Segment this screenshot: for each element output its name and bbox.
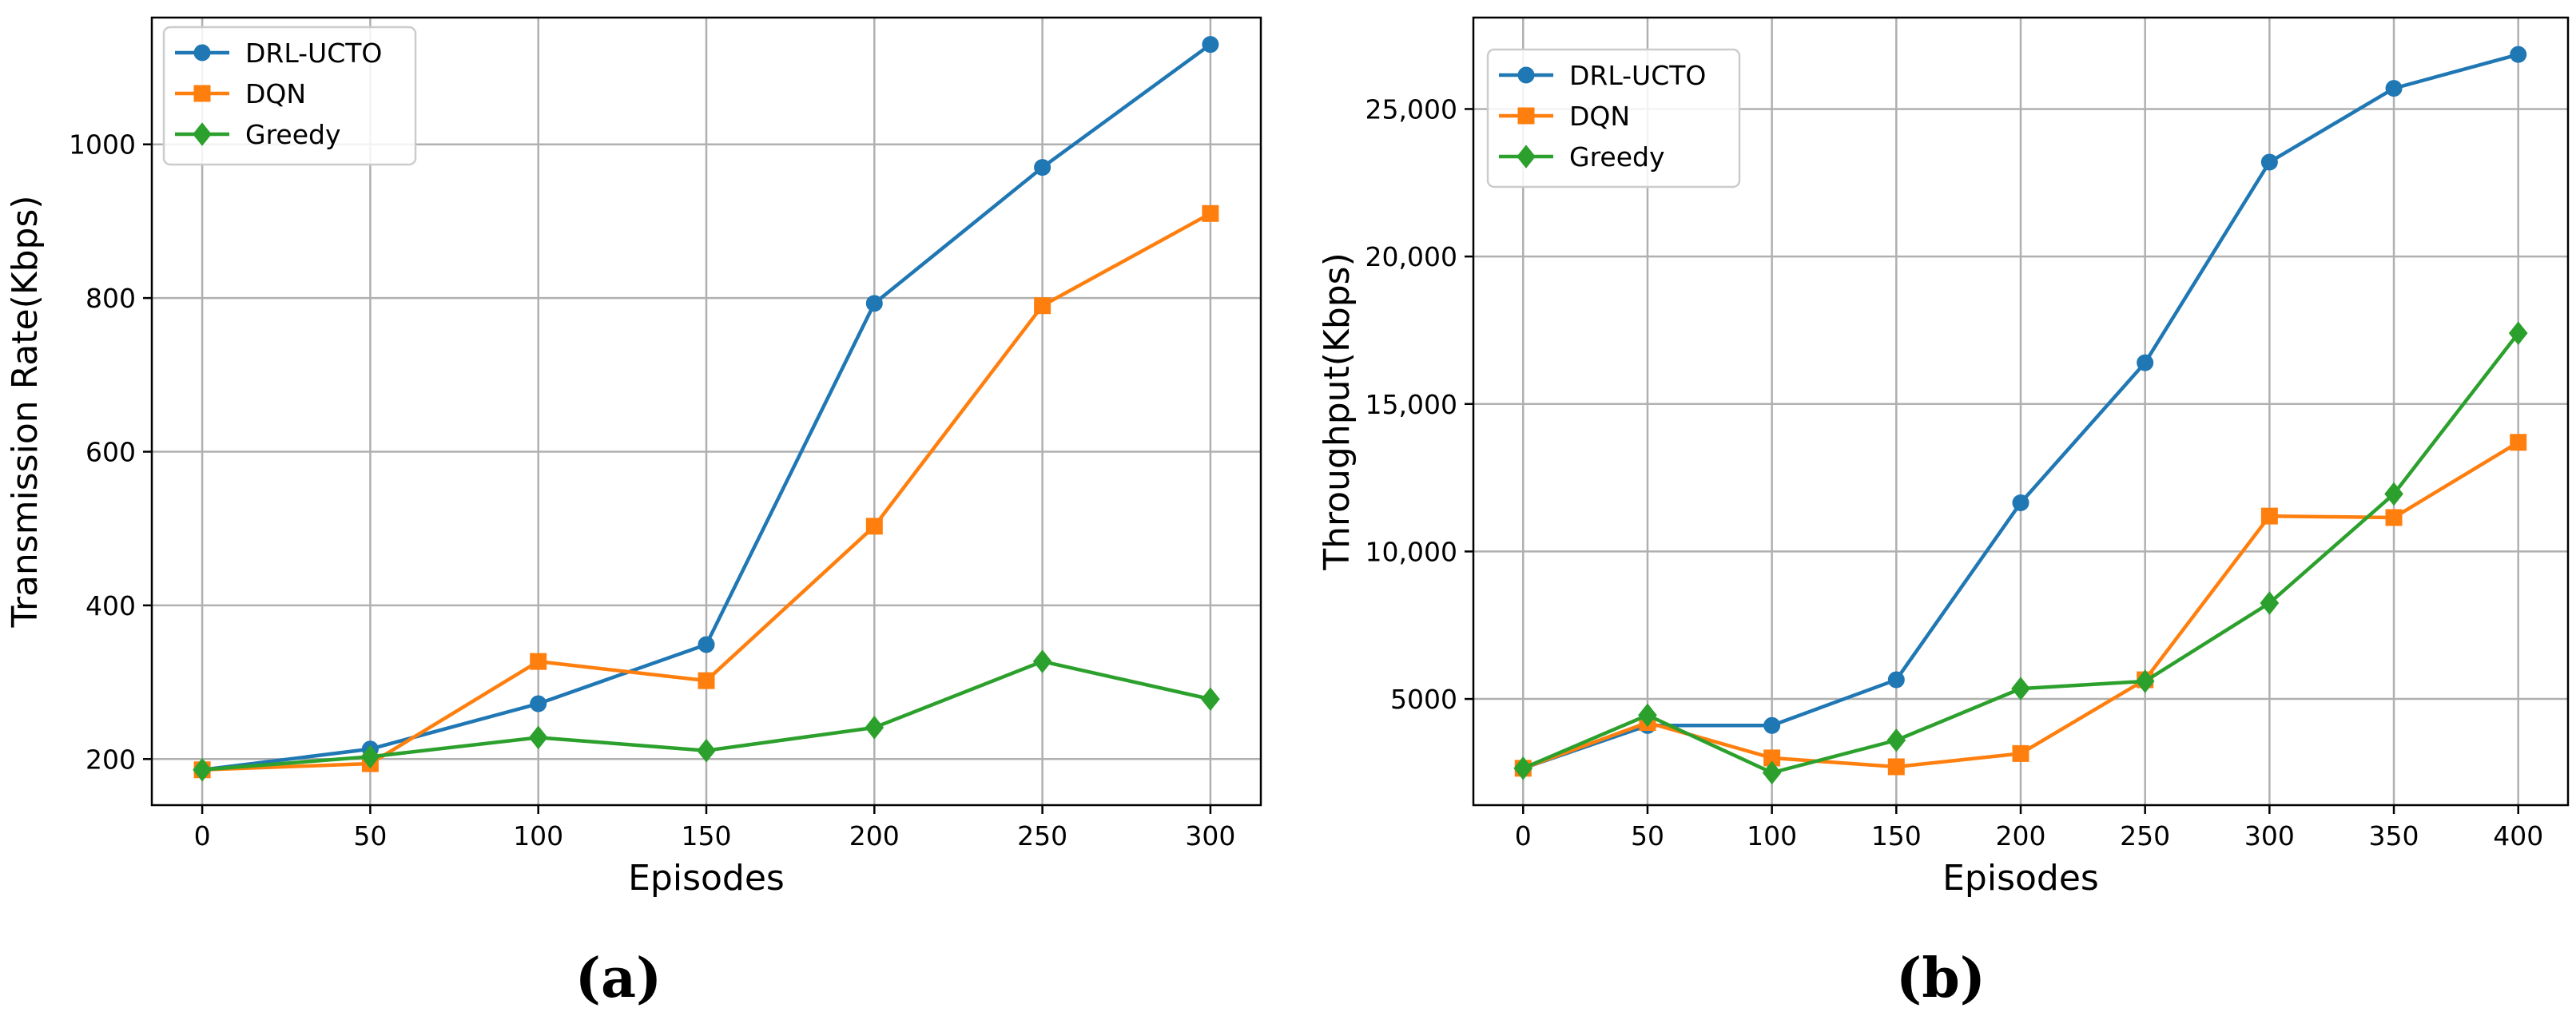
y-tick-label: 800	[85, 283, 136, 314]
data-point-dqn	[1202, 204, 1219, 222]
legend-marker-greedy	[193, 122, 212, 146]
x-tick-label: 400	[2493, 820, 2543, 851]
data-point-dqn	[1887, 758, 1905, 776]
data-point-greedy	[2011, 677, 2030, 701]
data-point-greedy	[1762, 760, 1782, 785]
data-point-drl-ucto	[1034, 159, 1051, 177]
x-tick-label: 100	[513, 820, 563, 851]
legend-item-greedy: Greedy	[1499, 141, 1665, 173]
data-point-drl-ucto	[2260, 153, 2278, 171]
legend: DRL-UCTO DQN Greedy	[162, 26, 417, 166]
legend-label: DRL-UCTO	[245, 38, 382, 69]
legend-marker-drl-ucto	[193, 44, 211, 62]
legend-item-dqn: DQN	[1499, 101, 1630, 132]
legend-label: DQN	[245, 78, 306, 109]
legend-label: Greedy	[245, 119, 341, 150]
data-point-dqn	[2260, 507, 2278, 525]
data-point-greedy	[528, 725, 548, 750]
data-point-greedy	[1886, 728, 1906, 752]
y-tick-label: 20,000	[1366, 241, 1457, 272]
y-axis-label: Transmission Rate(Kbps)	[5, 195, 46, 628]
x-axis-label: Episodes	[1942, 858, 2099, 899]
data-point-drl-ucto	[865, 295, 883, 312]
data-point-dqn	[2510, 434, 2527, 451]
data-point-dqn	[2012, 744, 2029, 762]
data-point-drl-ucto	[1763, 716, 1781, 734]
data-point-greedy	[1638, 703, 1657, 728]
data-point-drl-ucto	[1202, 36, 1219, 54]
x-tick-label: 100	[1747, 820, 1797, 851]
panel-label: (b)	[1896, 947, 1986, 1010]
x-tick-label: 300	[2244, 820, 2295, 851]
legend-marker-greedy	[1517, 145, 1536, 169]
x-tick-label: 150	[1871, 820, 1922, 851]
series-greedy	[1513, 321, 2528, 785]
x-tick-label: 350	[2369, 820, 2419, 851]
x-tick-label: 50	[353, 820, 387, 851]
series-greedy	[193, 649, 1220, 782]
x-tick-label: 200	[1996, 820, 2046, 851]
legend-item-drl-ucto: DRL-UCTO	[1499, 60, 1706, 91]
legend-item-greedy: Greedy	[175, 119, 341, 150]
y-tick-label: 25,000	[1366, 93, 1457, 125]
data-point-drl-ucto	[530, 695, 547, 712]
x-tick-label: 250	[1017, 820, 1067, 851]
x-tick-label: 150	[682, 820, 732, 851]
chart-panel-a: 0 50 100 150 200 250 300 200 400 600 800 1000 Episod…	[5, 16, 1262, 1010]
data-point-drl-ucto	[698, 636, 715, 653]
data-point-dqn	[1034, 297, 1051, 315]
y-tick-label: 400	[85, 590, 136, 621]
data-point-drl-ucto	[2385, 80, 2403, 97]
x-tick-label: 50	[1631, 820, 1664, 851]
legend-frame	[1486, 48, 1741, 189]
legend-marker-dqn	[193, 85, 211, 102]
x-tick-label: 0	[194, 820, 211, 851]
legend-label: Greedy	[1569, 141, 1665, 173]
x-tick-label: 250	[2120, 820, 2170, 851]
legend-item-dqn: DQN	[175, 78, 306, 109]
y-axis-label: Throughput(Kbps)	[1317, 252, 1358, 571]
y-tick-label: 600	[85, 437, 136, 468]
y-tick-label: 200	[85, 744, 136, 775]
data-point-greedy	[2384, 482, 2403, 506]
data-point-dqn	[530, 653, 547, 670]
data-point-greedy	[193, 757, 212, 782]
data-point-dqn	[2385, 509, 2403, 526]
data-point-greedy	[697, 738, 716, 763]
x-axis-label: Episodes	[628, 858, 785, 899]
legend-item-drl-ucto: DRL-UCTO	[175, 38, 382, 69]
data-point-greedy	[360, 744, 380, 769]
legend-marker-dqn	[1517, 107, 1535, 125]
y-tick-label: 10,000	[1366, 536, 1457, 567]
legend: DRL-UCTO DQN Greedy	[1486, 48, 1741, 189]
chart-panel-b: 0 50 100 150 200 250 300 350 400 5000 10,000 15,000…	[1317, 16, 2570, 1010]
panel-label: (a)	[575, 947, 662, 1010]
data-point-greedy	[1513, 756, 1533, 780]
x-tick-label: 0	[1515, 820, 1532, 851]
legend-label: DRL-UCTO	[1569, 60, 1706, 91]
data-point-dqn	[698, 672, 715, 689]
data-point-greedy	[1201, 687, 1220, 712]
legend-marker-drl-ucto	[1517, 66, 1535, 84]
data-point-greedy	[2260, 591, 2280, 615]
y-tick-label: 5000	[1390, 684, 1457, 715]
legend-frame	[162, 26, 417, 166]
data-point-greedy	[865, 716, 885, 740]
y-tick-label: 1000	[69, 129, 136, 161]
data-point-greedy	[2135, 669, 2155, 693]
data-point-drl-ucto	[1887, 671, 1905, 689]
legend-label: DQN	[1569, 101, 1630, 132]
data-point-greedy	[1032, 649, 1052, 673]
data-point-drl-ucto	[2137, 354, 2154, 371]
y-tick-label: 15,000	[1366, 389, 1457, 420]
x-tick-label: 300	[1185, 820, 1235, 851]
data-point-dqn	[865, 518, 883, 535]
data-point-greedy	[2508, 321, 2528, 345]
x-tick-label: 200	[849, 820, 900, 851]
data-point-drl-ucto	[2012, 494, 2029, 511]
data-point-drl-ucto	[2510, 46, 2527, 63]
